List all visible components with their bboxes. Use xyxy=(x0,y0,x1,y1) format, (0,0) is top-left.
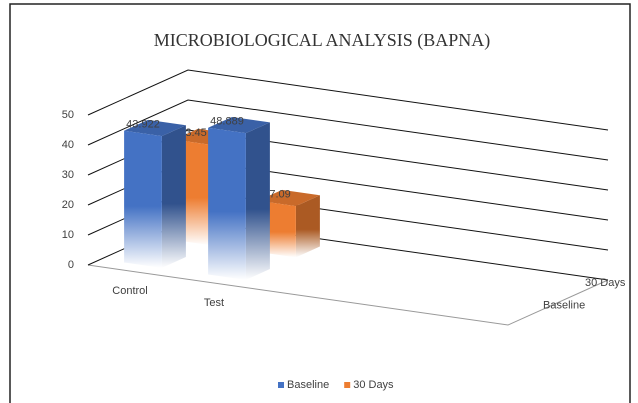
y-tick-label: 50 xyxy=(62,109,74,121)
data-label: 43.922 xyxy=(126,118,160,130)
data-label: 48.889 xyxy=(210,115,244,127)
bar-top xyxy=(208,116,270,134)
y-tick-label: 40 xyxy=(62,139,74,151)
data-label: 17.09 xyxy=(263,188,291,200)
depth-tick-label: 30 Days xyxy=(585,277,626,289)
grid-line xyxy=(87,99,609,161)
grid-line xyxy=(87,129,609,191)
bar xyxy=(124,119,186,268)
bar-front xyxy=(208,127,246,280)
legend-swatch xyxy=(344,382,351,388)
y-tick-label: 0 xyxy=(68,259,74,271)
grid-line xyxy=(87,69,609,131)
chart-title: MICROBIOLOGICAL ANALYSIS (BAPNA) xyxy=(154,30,491,51)
x-tick-label: Test xyxy=(204,297,224,309)
bar xyxy=(208,116,270,280)
floor-edge xyxy=(87,264,609,326)
y-tick-label: 10 xyxy=(62,229,74,241)
legend-label: 30 Days xyxy=(353,379,394,391)
bar-top xyxy=(258,189,320,207)
chart-frame xyxy=(9,3,631,403)
y-tick-label: 30 xyxy=(62,169,74,181)
bar-side xyxy=(161,125,186,268)
data-label: 33.45 xyxy=(179,127,207,139)
x-tick-label: Control xyxy=(112,285,147,297)
y-tick-label: 20 xyxy=(62,199,74,211)
legend-label: Baseline xyxy=(287,379,329,391)
legend-swatch xyxy=(278,382,284,388)
depth-tick-label: Baseline xyxy=(543,300,585,312)
bar-side xyxy=(245,122,270,280)
bar-side xyxy=(295,195,320,258)
bar-front xyxy=(124,130,162,268)
bar-top xyxy=(124,119,186,137)
